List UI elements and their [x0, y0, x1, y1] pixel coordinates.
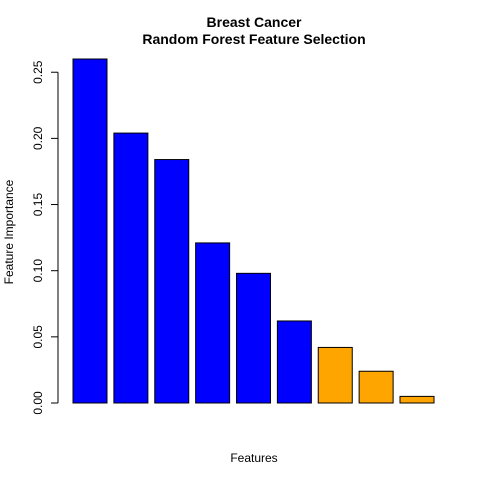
bar [72, 58, 108, 404]
bar [236, 272, 271, 404]
bar [276, 320, 312, 404]
y-tick-label: 0.10 [31, 259, 45, 283]
y-axis: 0.00 0.05 0.10 0.15 0.20 0.25 [31, 60, 59, 415]
y-tick-label: 0.20 [31, 126, 45, 150]
x-axis-label: Features [230, 451, 277, 465]
bar [195, 242, 231, 404]
chart-title-line-2: Random Forest Feature Selection [142, 31, 365, 47]
bar [399, 395, 435, 404]
bar-series [72, 58, 435, 404]
y-tick-label: 0.25 [31, 60, 45, 84]
bar [113, 132, 149, 404]
bar [317, 346, 353, 404]
bar [154, 159, 190, 404]
y-axis-label: Feature Importance [2, 179, 16, 284]
y-tick-label: 0.15 [31, 193, 45, 217]
bar [358, 370, 394, 404]
y-tick-label: 0.05 [31, 325, 45, 349]
chart-title: Breast Cancer Random Forest Feature Sele… [142, 14, 365, 47]
chart-title-line-1: Breast Cancer [207, 14, 302, 30]
y-tick-label: 0.00 [31, 391, 45, 415]
